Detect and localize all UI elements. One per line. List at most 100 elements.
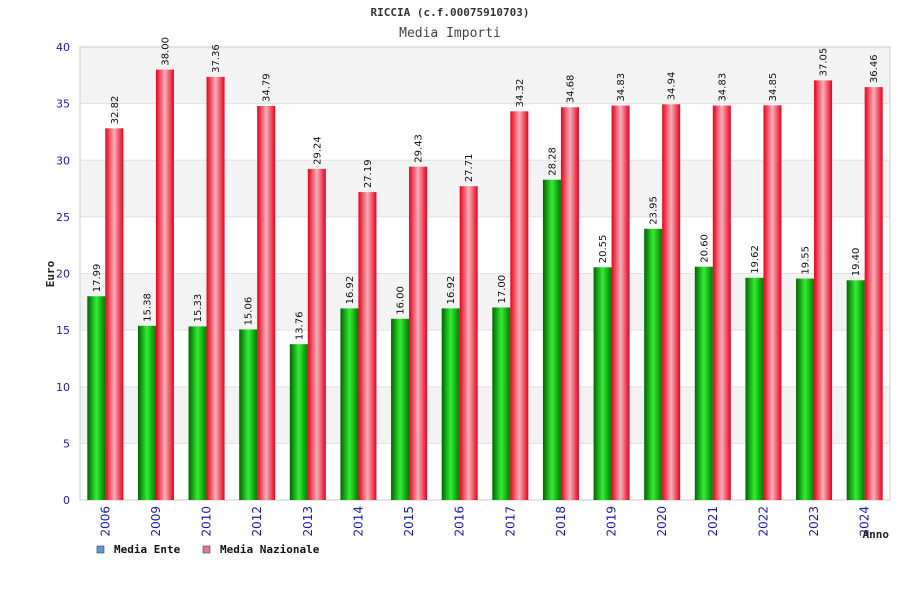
y-tick-label: 5 <box>63 437 70 450</box>
y-tick-label: 15 <box>56 324 70 337</box>
bar-media-nazionale <box>712 105 731 501</box>
bar-media-nazionale <box>611 105 630 501</box>
bar-media-ente <box>188 326 207 500</box>
x-tick-label: 2006 <box>98 506 112 537</box>
legend-label: Media Nazionale <box>220 543 320 556</box>
y-axis-title: Euro <box>44 260 57 287</box>
value-label: 20.60 <box>699 234 710 263</box>
bar-media-nazionale <box>307 168 326 500</box>
bar-media-ente <box>644 228 663 501</box>
bar-media-nazionale <box>763 105 782 500</box>
value-label: 15.06 <box>244 297 255 326</box>
value-label: 17.99 <box>92 264 103 293</box>
x-tick-label: 2012 <box>250 506 264 537</box>
x-tick-label: 2019 <box>605 506 619 537</box>
value-label: 34.83 <box>717 73 728 102</box>
bar-media-ente <box>846 280 865 500</box>
bar-media-ente <box>542 179 561 500</box>
value-label: 17.00 <box>497 275 508 304</box>
bar-media-nazionale <box>409 166 428 500</box>
value-label: 37.36 <box>211 44 222 73</box>
x-tick-label: 2024 <box>858 506 872 537</box>
bar-media-ente <box>441 308 460 500</box>
chart-title: RICCIA (c.f.00075910703) <box>371 6 530 19</box>
y-tick-label: 35 <box>56 98 70 111</box>
y-tick-label: 25 <box>56 211 70 224</box>
value-label: 20.55 <box>598 235 609 264</box>
bar-media-ente <box>745 277 764 500</box>
y-axis-ticks: 0 5 10 15 20 25 30 35 40 <box>56 41 70 507</box>
value-label: 34.79 <box>262 73 273 102</box>
bar-media-nazionale <box>257 106 276 501</box>
bars <box>87 69 883 501</box>
y-tick-label: 10 <box>56 381 70 394</box>
bar-media-ente <box>492 307 511 500</box>
value-label: 29.24 <box>312 136 323 165</box>
bar-media-nazionale <box>155 69 174 501</box>
value-label: 34.85 <box>768 73 779 102</box>
x-tick-label: 2016 <box>453 506 467 537</box>
bar-media-ente <box>289 344 308 500</box>
legend-label: Media Ente <box>114 543 181 556</box>
y-tick-label: 40 <box>56 41 70 54</box>
value-label: 38.00 <box>160 37 171 66</box>
bar-media-ente <box>239 329 258 500</box>
bar-media-nazionale <box>560 107 579 501</box>
legend-swatch <box>202 545 211 554</box>
bar-media-ente <box>694 266 713 500</box>
bar-media-nazionale <box>864 87 883 500</box>
y-tick-label: 20 <box>56 268 70 281</box>
value-label: 34.83 <box>616 73 627 102</box>
x-tick-label: 2023 <box>807 506 821 537</box>
value-label: 34.94 <box>667 72 678 101</box>
plot-frame <box>79 46 891 501</box>
x-tick-label: 2010 <box>200 506 214 537</box>
y-tick-label: 0 <box>63 494 70 507</box>
value-label: 32.82 <box>110 96 121 125</box>
value-label: 15.38 <box>142 293 153 322</box>
value-label: 37.05 <box>819 48 830 77</box>
value-label: 19.62 <box>750 245 761 274</box>
value-label: 19.40 <box>851 248 862 277</box>
value-label: 15.33 <box>193 294 204 323</box>
bar-media-nazionale <box>105 128 124 500</box>
bar-media-ente <box>796 278 815 500</box>
y-tick-label: 30 <box>56 154 70 167</box>
chart-subtitle: Media Importi <box>399 26 501 41</box>
bar-media-ente <box>340 308 359 500</box>
x-tick-label: 2015 <box>402 506 416 537</box>
x-tick-label: 2021 <box>706 506 720 537</box>
x-tick-label: 2022 <box>756 506 770 537</box>
legend: Media Ente Media Nazionale <box>96 543 320 556</box>
x-tick-label: 2014 <box>351 506 365 537</box>
x-tick-label: 2020 <box>655 506 669 537</box>
value-label: 34.68 <box>565 75 576 104</box>
bar-media-nazionale <box>510 111 529 501</box>
legend-swatch <box>96 545 105 554</box>
bar-media-ente <box>87 296 106 500</box>
value-label: 16.00 <box>396 286 407 315</box>
bar-media-nazionale <box>662 104 681 500</box>
value-label: 29.43 <box>414 134 425 163</box>
value-label: 23.95 <box>649 196 660 225</box>
value-label: 19.55 <box>801 246 812 275</box>
x-axis-title: Anno <box>863 528 890 541</box>
value-label: 16.92 <box>345 276 356 305</box>
bar-media-ente <box>391 318 410 500</box>
x-tick-label: 2018 <box>554 506 568 537</box>
bar-media-ente <box>593 267 612 500</box>
value-label: 16.92 <box>446 276 457 305</box>
value-labels: 17.99 32.82 15.38 38.00 15.33 37.36 15.06 34.79… <box>92 37 880 340</box>
value-label: 36.46 <box>869 54 880 83</box>
x-tick-label: 2013 <box>301 506 315 537</box>
value-label: 27.19 <box>363 159 374 188</box>
bar-media-nazionale <box>206 76 225 500</box>
value-label: 27.71 <box>464 154 475 183</box>
value-label: 13.76 <box>294 312 305 341</box>
value-label: 34.32 <box>515 79 526 108</box>
bar-media-nazionale <box>459 186 478 500</box>
bar-media-ente <box>137 325 156 500</box>
x-tick-label: 2009 <box>149 506 163 537</box>
value-label: 28.28 <box>547 147 558 176</box>
